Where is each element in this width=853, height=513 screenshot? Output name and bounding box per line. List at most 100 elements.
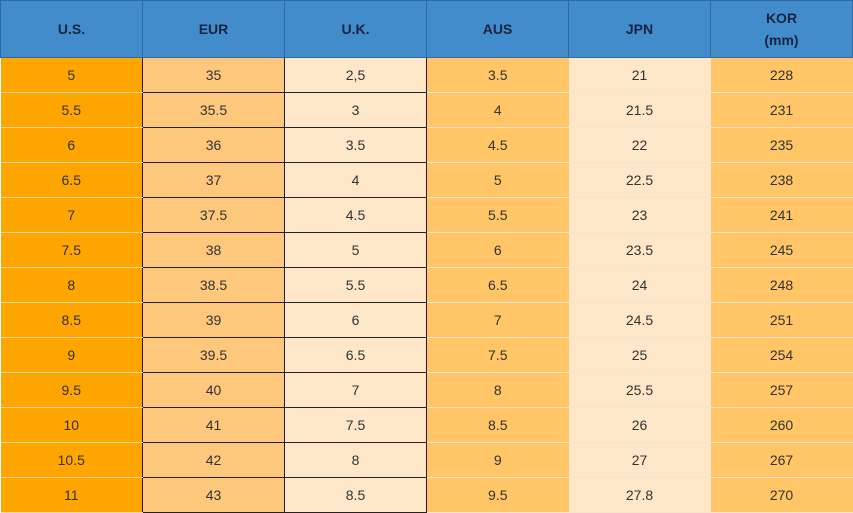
table-cell: 27	[568, 442, 711, 478]
table-body: 5 35 2,5 3.5 21 228 5.5 35.5 3 4 21.5 231 6 36 3.5 4.5 2…	[0, 57, 853, 513]
table-cell: 5.5	[426, 197, 569, 233]
column-header: EUR	[142, 0, 285, 58]
table-cell: 251	[710, 302, 853, 338]
table-cell: 37	[142, 162, 285, 198]
column-header: U.S.	[0, 0, 143, 58]
table-cell: 231	[710, 92, 853, 128]
table-cell: 8.5	[0, 302, 143, 338]
column-header: JPN	[568, 0, 711, 58]
table-cell: 8.5	[284, 477, 427, 513]
table-cell: 22.5	[568, 162, 711, 198]
table-cell: 7.5	[426, 337, 569, 373]
table-cell: 9.5	[426, 477, 569, 513]
table-cell: 6.5	[426, 267, 569, 303]
table-cell: 5.5	[284, 267, 427, 303]
table-cell: 5.5	[0, 92, 143, 128]
table-cell: 35	[142, 57, 285, 93]
table-cell: 25.5	[568, 372, 711, 408]
table-cell: 4.5	[426, 127, 569, 163]
table-cell: 38	[142, 232, 285, 268]
table-cell: 7	[426, 302, 569, 338]
table-cell: 7	[0, 197, 143, 233]
table-row: 10 41 7.5 8.5 26 260	[0, 407, 853, 443]
table-cell: 10	[0, 407, 143, 443]
table-cell: 27.8	[568, 477, 711, 513]
table-cell: 9.5	[0, 372, 143, 408]
column-header: AUS	[426, 0, 569, 58]
table-cell: 37.5	[142, 197, 285, 233]
column-header: KOR (mm)	[710, 0, 853, 58]
table-cell: 24	[568, 267, 711, 303]
table-cell: 241	[710, 197, 853, 233]
table-cell: 254	[710, 337, 853, 373]
table-cell: 21	[568, 57, 711, 93]
table-cell: 40	[142, 372, 285, 408]
table-cell: 7.5	[0, 232, 143, 268]
table-cell: 24.5	[568, 302, 711, 338]
table-row: 6.5 37 4 5 22.5 238	[0, 162, 853, 198]
table-cell: 23	[568, 197, 711, 233]
table-cell: 228	[710, 57, 853, 93]
table-cell: 9	[0, 337, 143, 373]
table-cell: 22	[568, 127, 711, 163]
table-cell: 4	[284, 162, 427, 198]
table-row: 8.5 39 6 7 24.5 251	[0, 302, 853, 338]
table-row: 5 35 2,5 3.5 21 228	[0, 57, 853, 93]
table-cell: 39.5	[142, 337, 285, 373]
table-cell: 42	[142, 442, 285, 478]
table-cell: 8.5	[426, 407, 569, 443]
table-cell: 7.5	[284, 407, 427, 443]
table-cell: 6	[426, 232, 569, 268]
table-row: 9 39.5 6.5 7.5 25 254	[0, 337, 853, 373]
column-header: U.K.	[284, 0, 427, 58]
table-cell: 23.5	[568, 232, 711, 268]
table-cell: 260	[710, 407, 853, 443]
table-cell: 5	[0, 57, 143, 93]
table-cell: 2,5	[284, 57, 427, 93]
table-row: 6 36 3.5 4.5 22 235	[0, 127, 853, 163]
table-cell: 5	[284, 232, 427, 268]
table-cell: 4	[426, 92, 569, 128]
table-cell: 8	[284, 442, 427, 478]
table-cell: 235	[710, 127, 853, 163]
table-cell: 270	[710, 477, 853, 513]
table-row: 7 37.5 4.5 5.5 23 241	[0, 197, 853, 233]
table-cell: 7	[284, 372, 427, 408]
table-cell: 238	[710, 162, 853, 198]
table-cell: 26	[568, 407, 711, 443]
table-row: 5.5 35.5 3 4 21.5 231	[0, 92, 853, 128]
table-cell: 257	[710, 372, 853, 408]
table-cell: 8	[426, 372, 569, 408]
table-cell: 39	[142, 302, 285, 338]
table-cell: 3.5	[426, 57, 569, 93]
table-cell: 41	[142, 407, 285, 443]
table-cell: 36	[142, 127, 285, 163]
table-cell: 248	[710, 267, 853, 303]
table-cell: 6.5	[0, 162, 143, 198]
table-row: 10.5 42 8 9 27 267	[0, 442, 853, 478]
table-cell: 4.5	[284, 197, 427, 233]
table-row: 11 43 8.5 9.5 27.8 270	[0, 477, 853, 513]
table-cell: 38.5	[142, 267, 285, 303]
table-cell: 245	[710, 232, 853, 268]
table-cell: 8	[0, 267, 143, 303]
table-cell: 6.5	[284, 337, 427, 373]
table-cell: 5	[426, 162, 569, 198]
table-cell: 3.5	[284, 127, 427, 163]
table-cell: 6	[284, 302, 427, 338]
table-cell: 6	[0, 127, 143, 163]
table-cell: 25	[568, 337, 711, 373]
table-cell: 43	[142, 477, 285, 513]
table-cell: 21.5	[568, 92, 711, 128]
table-cell: 35.5	[142, 92, 285, 128]
table-cell: 3	[284, 92, 427, 128]
table-cell: 9	[426, 442, 569, 478]
table-row: 9.5 40 7 8 25.5 257	[0, 372, 853, 408]
table-row: 8 38.5 5.5 6.5 24 248	[0, 267, 853, 303]
table-cell: 267	[710, 442, 853, 478]
table-cell: 10.5	[0, 442, 143, 478]
table-cell: 11	[0, 477, 143, 513]
header-row: U.S. EUR U.K. AUS JPN KOR (mm)	[0, 0, 853, 58]
